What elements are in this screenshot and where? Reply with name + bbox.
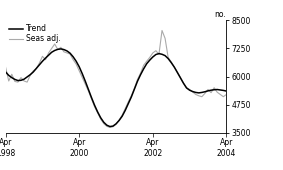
Seas adj.: [200, 96, 203, 98]
Seas adj.: [225, 94, 228, 96]
Trend: [81, 73, 84, 75]
Line: Seas adj.: Seas adj.: [6, 30, 226, 128]
Seas adj.: [4, 66, 7, 69]
Trend: [53, 49, 56, 52]
Seas adj.: [209, 92, 213, 94]
Seas adj.: [108, 126, 112, 129]
Trend: [108, 125, 112, 128]
Trend: [121, 115, 124, 117]
Trend: [4, 71, 7, 73]
Seas adj.: [194, 94, 198, 96]
Trend: [225, 90, 228, 92]
Seas adj.: [160, 29, 164, 31]
Seas adj.: [53, 43, 56, 45]
Trend: [59, 48, 63, 50]
Text: no.: no.: [215, 10, 226, 19]
Trend: [209, 89, 213, 91]
Line: Trend: Trend: [6, 49, 226, 126]
Trend: [200, 91, 203, 94]
Seas adj.: [78, 70, 81, 72]
Trend: [194, 91, 198, 94]
Seas adj.: [117, 119, 121, 121]
Legend: Trend, Seas adj.: Trend, Seas adj.: [9, 24, 61, 43]
